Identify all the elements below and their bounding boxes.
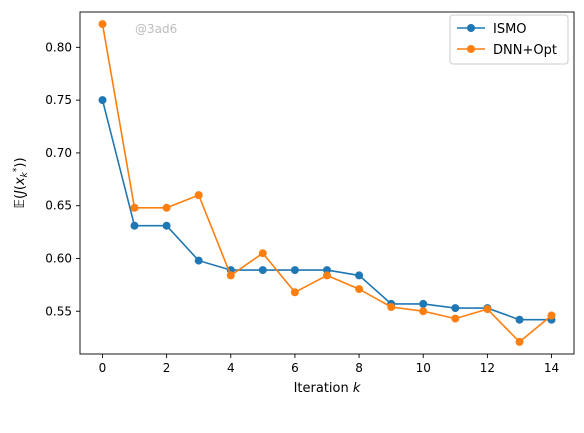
x-tick-label: 12 [480,361,495,375]
x-axis-label: Iteration k [294,381,361,396]
data-point-dnn-opt [258,249,267,258]
data-point-ismo [515,315,524,324]
y-tick-label: 0.65 [45,199,72,213]
legend-marker-dnn-opt [467,45,475,53]
plot-area [80,12,574,354]
legend-label-ismo: ISMO [493,22,527,37]
data-point-ismo [355,271,364,280]
ticks-layer: 0 2 4 6 8 10 12 14 0.55 0.60 0.65 0.70 0.75 0.80 [45,40,559,375]
x-tick-label: 6 [291,361,299,375]
y-tick-label: 0.60 [45,251,72,265]
data-point-dnn-opt [387,303,396,311]
data-point-dnn-opt [515,337,524,346]
data-point-ismo [162,221,171,230]
data-point-dnn-opt [162,203,171,212]
data-point-dnn-opt [290,288,299,297]
plot-frame [79,11,575,355]
data-point-dnn-opt [419,307,428,316]
data-point-dnn-opt [194,191,203,200]
y-axis-label: 𝔼(J(xk*)) [12,157,30,208]
x-tick-label: 0 [99,361,107,375]
y-tick-label: 0.70 [45,146,72,160]
data-point-dnn-opt [323,271,331,280]
x-tick-label: 4 [227,361,235,375]
data-point-dnn-opt [355,285,364,294]
data-point-ismo [290,266,299,275]
data-point-dnn-opt [130,203,139,212]
data-point-dnn-opt [226,271,235,280]
y-tick-label: 0.80 [45,40,72,54]
data-point-ismo [258,266,267,275]
series-layer [98,20,556,346]
data-point-ismo [98,96,107,105]
data-point-dnn-opt [451,314,460,323]
legend-marker-ismo [467,24,475,32]
data-point-ismo [130,221,139,230]
data-point-dnn-opt [98,20,107,29]
legend-label-dnn-opt: DNN+Opt [493,43,557,58]
data-point-ismo [194,256,203,265]
data-point-ismo [419,299,428,308]
x-tick-label: 2 [163,361,171,375]
y-tick-label: 0.75 [45,93,72,107]
y-tick-label: 0.55 [45,304,72,318]
data-point-ismo [451,304,460,313]
watermark: @3ad6 [135,22,177,36]
x-tick-label: 14 [544,361,559,375]
x-tick-label: 10 [416,361,431,375]
data-point-dnn-opt [547,311,556,320]
x-tick-label: 8 [355,361,363,375]
legend: ISMO DNN+Opt [449,14,569,65]
data-point-dnn-opt [483,305,492,314]
